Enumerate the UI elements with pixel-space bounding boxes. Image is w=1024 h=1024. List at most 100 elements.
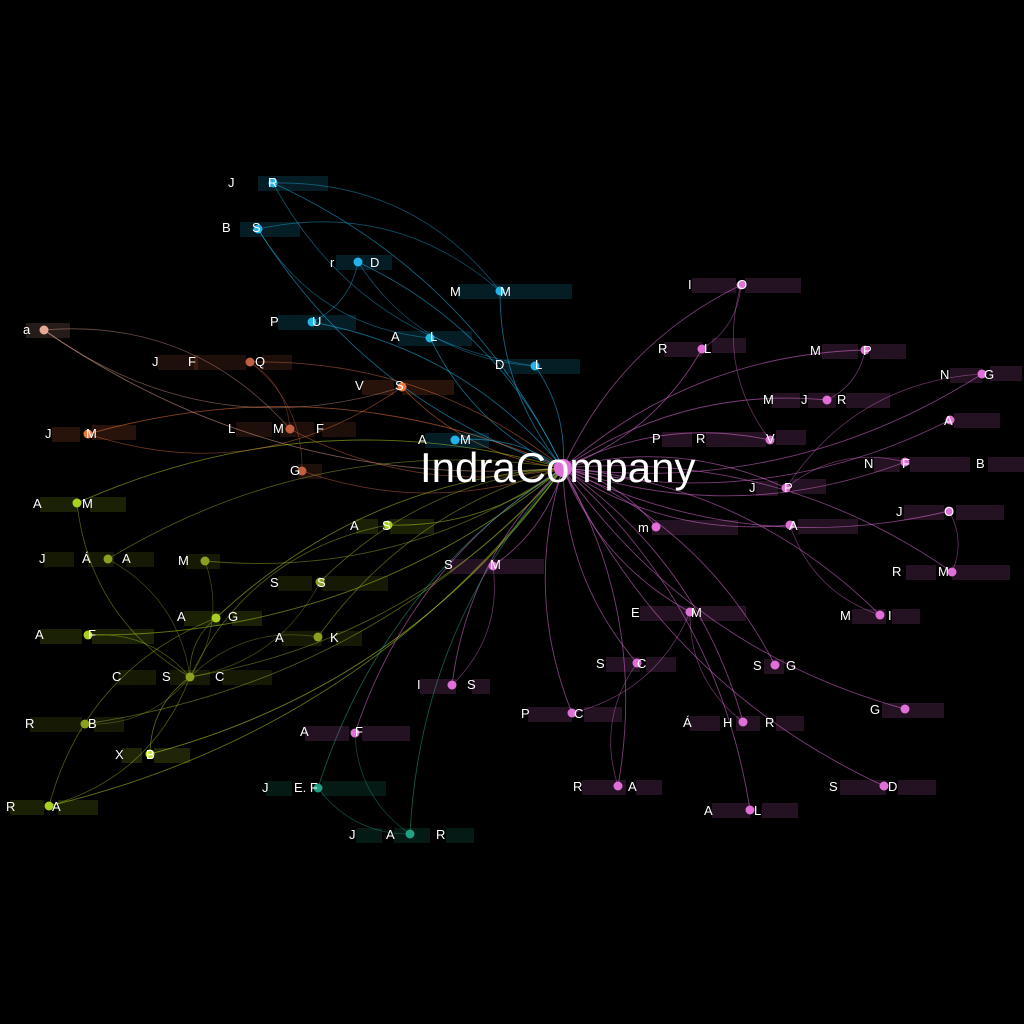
node-dot[interactable] [44, 801, 54, 811]
node-dot[interactable] [530, 361, 540, 371]
node-dot[interactable] [350, 728, 360, 738]
center-node[interactable] [554, 459, 572, 477]
node-dot[interactable] [285, 424, 295, 434]
node-dot[interactable] [425, 333, 435, 343]
node-dot[interactable] [738, 717, 748, 727]
node-dot[interactable] [567, 708, 577, 718]
graph-node[interactable]: m [638, 520, 738, 535]
node-dot[interactable] [145, 749, 155, 759]
node-dot[interactable] [785, 520, 795, 530]
node-dot[interactable] [900, 457, 910, 467]
node-dot[interactable] [268, 178, 278, 188]
node-dot[interactable] [651, 522, 661, 532]
node-dot[interactable] [875, 610, 885, 620]
node-dot[interactable] [313, 783, 323, 793]
node-dot[interactable] [83, 630, 93, 640]
node-dot[interactable] [822, 395, 832, 405]
graph-node[interactable]: G [290, 463, 322, 479]
node-dot[interactable] [697, 344, 707, 354]
node-dot[interactable] [245, 357, 255, 367]
node-dot[interactable] [211, 613, 221, 623]
node-dot[interactable] [383, 520, 393, 530]
node-dot[interactable] [879, 781, 889, 791]
node-dot[interactable] [397, 382, 407, 392]
node-dot[interactable] [297, 466, 307, 476]
node-dot[interactable] [72, 498, 82, 508]
graph-node[interactable]: J E. F [262, 780, 386, 796]
node-dot[interactable] [860, 345, 870, 355]
node-dot[interactable] [632, 658, 642, 668]
node-dot[interactable] [745, 805, 755, 815]
node-dot[interactable] [353, 257, 363, 267]
node-dot[interactable] [447, 680, 457, 690]
node-dot[interactable] [765, 435, 775, 445]
node-dot[interactable] [185, 672, 195, 682]
graph-node[interactable]: M [178, 553, 220, 569]
node-dot[interactable] [613, 781, 623, 791]
node-dot[interactable] [495, 286, 505, 296]
graph-node[interactable]: G [870, 702, 944, 718]
node-dot[interactable] [253, 224, 263, 234]
node-dot[interactable] [947, 567, 957, 577]
graph-node[interactable]: A [944, 413, 1000, 428]
graph-node[interactable]: A [785, 518, 859, 534]
node-dot[interactable] [313, 632, 323, 642]
node-dot[interactable] [307, 317, 317, 327]
node-dot[interactable] [945, 415, 955, 425]
node-dot[interactable] [488, 561, 498, 571]
node-dot[interactable] [685, 607, 695, 617]
node-dot[interactable] [200, 556, 210, 566]
node-dot[interactable] [770, 660, 780, 670]
node-dot[interactable] [80, 719, 90, 729]
node-dot[interactable] [781, 483, 791, 493]
graph-node[interactable]: a [23, 322, 70, 338]
node-dot[interactable] [977, 369, 987, 379]
node-dot[interactable] [736, 280, 746, 290]
node-dot[interactable] [450, 435, 460, 445]
node-dot[interactable] [900, 704, 910, 714]
